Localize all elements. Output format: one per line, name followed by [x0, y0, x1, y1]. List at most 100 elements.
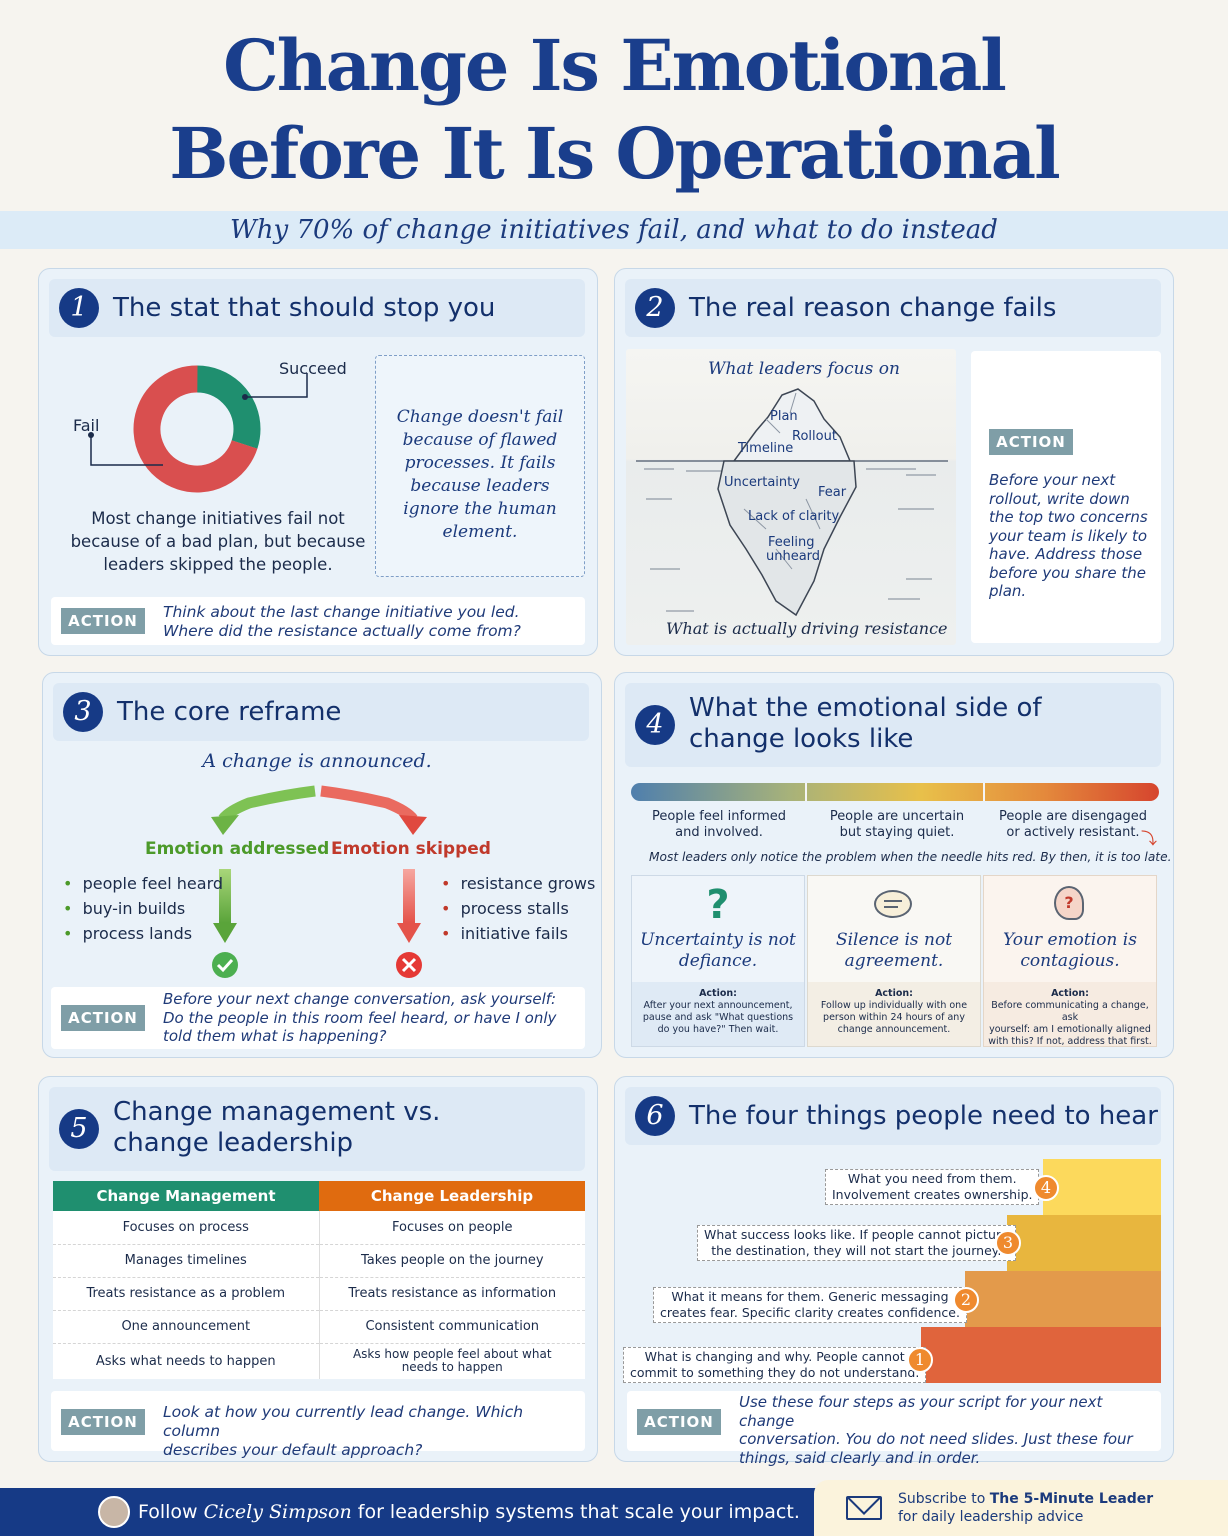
- fail-leader-line: [90, 435, 163, 466]
- card-action: Action: After your next announcement, paus…: [632, 982, 804, 1046]
- emotion-card: ? Uncertainty is not defiance. Action: Aft…: [631, 875, 805, 1047]
- step-text: What success looks like. If people canno…: [697, 1225, 1016, 1261]
- section-number: 4: [635, 705, 675, 745]
- iceberg-fear: Fear: [818, 485, 847, 500]
- section-number: 3: [63, 692, 103, 732]
- action-box: ACTION Use these four steps as your scri…: [627, 1391, 1161, 1467]
- action-line-3: told them what is happening?: [163, 1027, 387, 1045]
- step-badge: 3: [995, 1230, 1021, 1256]
- section-title: The real reason change fails: [689, 293, 1057, 323]
- section-title: What the emotional side of change looks …: [689, 693, 1042, 755]
- iceberg-feeling: Feeling: [768, 535, 815, 550]
- action-box: ACTION Before your next change conversat…: [51, 987, 585, 1049]
- subscribe-text: Subscribe to The 5-Minute Leader for dai…: [898, 1491, 1154, 1525]
- step-block: [1043, 1159, 1161, 1215]
- page-subtitle: Why 70% of change initiatives fail, and …: [230, 215, 998, 245]
- section-title: Change management vs. change leadership: [113, 1097, 440, 1159]
- step-text: What is changing and why. People cannot c…: [623, 1347, 927, 1383]
- table-row: One announcement Consistent communication: [53, 1310, 585, 1343]
- quote-text: Change doesn't fail because of flawed pr…: [396, 407, 564, 542]
- title-line-2: change leadership: [113, 1128, 354, 1158]
- head-question-icon: ?: [1054, 886, 1084, 920]
- stat-caption: Most change initiatives fail not because…: [70, 509, 366, 574]
- col-header-leadership: Change Leadership: [319, 1181, 585, 1211]
- step-block: [921, 1327, 1161, 1383]
- arrow-down-right-shaft: [403, 869, 415, 923]
- list-item: • process stalls: [441, 899, 569, 918]
- action-line-1: Use these four steps as your script for …: [739, 1393, 1103, 1430]
- avatar: [98, 1496, 130, 1528]
- state-label: People feel informed and involved.: [651, 809, 787, 840]
- footer-bar: Follow Cicely Simpson for leadership sys…: [0, 1480, 1228, 1536]
- question-mark-icon: ?: [706, 882, 730, 928]
- section-number: 1: [59, 288, 99, 328]
- card-action: Action: Follow up individually with one pe…: [808, 982, 980, 1046]
- succeed-leader-dot: [242, 394, 248, 400]
- table-row: Asks what needs to happen Asks how people…: [53, 1343, 585, 1379]
- arrow-right-head: [399, 815, 427, 835]
- arrow-right-curve: [320, 785, 418, 823]
- arrow-down-left-shaft: [219, 869, 231, 923]
- section-2-panel: 2 The real reason change fails What lead…: [614, 268, 1174, 656]
- section-title: The core reframe: [117, 697, 342, 727]
- action-label: ACTION: [989, 429, 1073, 455]
- action-line-2: Where did the resistance actually come f…: [163, 622, 521, 640]
- section-number: 5: [59, 1109, 99, 1149]
- action-text: Look at how you currently lead change. W…: [163, 1403, 585, 1460]
- step-block: [965, 1271, 1161, 1327]
- section-6-panel: 6 The four things people need to hear Wh…: [614, 1076, 1174, 1467]
- step-badge: 2: [953, 1287, 979, 1313]
- curved-arrow-icon: ⤵: [1141, 829, 1158, 848]
- iceberg-lack-of-clarity: Lack of clarity: [748, 509, 840, 524]
- step-block: [1007, 1215, 1161, 1271]
- right-list: • resistance grows • process stalls • in…: [441, 871, 595, 946]
- action-text: Think about the last change initiative y…: [163, 603, 521, 641]
- section-number: 2: [635, 288, 675, 328]
- section-5-header: 5 Change management vs. change leadershi…: [49, 1087, 585, 1171]
- reframe-diagram: [211, 785, 427, 978]
- title-line-2: Before It Is Operational: [169, 112, 1060, 195]
- arrow-left-head: [211, 815, 239, 835]
- section-6-header: 6 The four things people need to hear: [625, 1087, 1161, 1145]
- bar-note: Most leaders only notice the problem whe…: [649, 850, 1172, 864]
- section-2-header: 2 The real reason change fails: [625, 279, 1161, 337]
- emotion-card: ? Your emotion is contagious. Action: Befo…: [983, 875, 1157, 1047]
- iceberg-timeline: Timeline: [738, 441, 794, 456]
- action-card: ACTION Before your next rollout, write d…: [971, 351, 1161, 643]
- iceberg-tip: [732, 388, 852, 462]
- donut-chart: [88, 365, 308, 493]
- left-list: • people feel heard • buy-in builds • pr…: [63, 871, 223, 946]
- list-item: • buy-in builds: [63, 899, 186, 918]
- arrow-down-left-head: [213, 923, 237, 943]
- section-1-header: 1 The stat that should stop you: [49, 279, 585, 337]
- step-text: What you need from them. Involvement crea…: [825, 1169, 1040, 1205]
- action-text: Before your next rollout, write down the…: [989, 471, 1148, 600]
- fail-label: Fail: [73, 416, 100, 435]
- table-row: Focuses on process Focuses on people: [53, 1211, 585, 1244]
- list-item: • resistance grows: [441, 874, 596, 893]
- iceberg-bottom-label: What is actually driving resistance: [666, 619, 948, 638]
- action-line-1: Before your next change conversation, as…: [163, 990, 557, 1008]
- comparison-table: Change Management Change Leadership Focu…: [53, 1181, 585, 1379]
- action-box: ACTION Look at how you currently lead ch…: [51, 1391, 585, 1459]
- author-link[interactable]: Cicely Simpson: [203, 1501, 352, 1523]
- speech-bubble-icon: [874, 890, 912, 918]
- card-action: Action: Before communicating a change, as…: [984, 982, 1156, 1047]
- table-row: Treats resistance as a problem Treats res…: [53, 1277, 585, 1310]
- section-3-panel: 3 The core reframe A change is announced…: [42, 672, 602, 1058]
- list-item: • initiative fails: [441, 924, 568, 943]
- iceberg-unheard: unheard: [766, 549, 821, 564]
- arrow-left-curve: [218, 785, 316, 823]
- iceberg-illustration: What leaders focus on Plan Rollout Timel…: [626, 349, 956, 645]
- quote-box: Change doesn't fail because of flawed pr…: [375, 355, 585, 577]
- page-title: Change Is Emotional Before It Is Operati…: [0, 22, 1228, 198]
- check-icon: [212, 952, 238, 978]
- step-text: What it means for them. Generic messagin…: [653, 1287, 967, 1323]
- col-header-management: Change Management: [53, 1181, 319, 1211]
- mail-icon: [846, 1496, 882, 1520]
- step-badge: 1: [907, 1347, 933, 1373]
- card-title: Uncertainty is not defiance.: [640, 930, 796, 971]
- title-line-1: What the emotional side of: [689, 693, 1042, 723]
- subscribe-box[interactable]: Subscribe to The 5-Minute Leader for dai…: [814, 1480, 1228, 1536]
- section-4-panel: 4 What the emotional side of change look…: [614, 672, 1174, 1058]
